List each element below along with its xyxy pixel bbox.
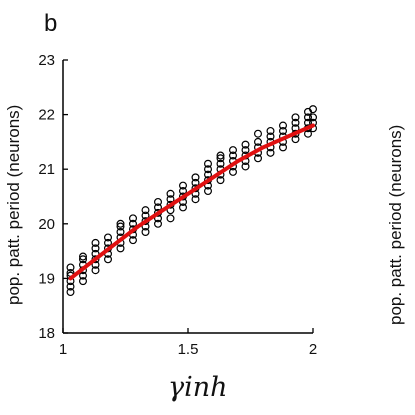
data-point (229, 167, 238, 176)
data-point (191, 178, 200, 187)
data-point (179, 203, 188, 212)
data-point (216, 176, 225, 185)
data-point (216, 159, 225, 168)
data-point (179, 187, 188, 196)
data-point (179, 181, 188, 190)
data-point (241, 146, 250, 155)
data-point (254, 154, 263, 163)
data-point (266, 132, 275, 141)
data-point (78, 277, 87, 286)
panel-label: b (44, 10, 58, 37)
data-point (91, 266, 100, 275)
data-point (129, 236, 138, 245)
data-point (241, 140, 250, 149)
y-tick-label: 19 (38, 270, 55, 287)
data-point (141, 227, 150, 236)
data-point (166, 195, 175, 204)
y-tick-label: 21 (38, 161, 55, 178)
data-point (229, 151, 238, 160)
data-point (241, 162, 250, 171)
data-point (279, 121, 288, 130)
data-point (254, 137, 263, 146)
data-point (304, 129, 313, 138)
data-point (266, 126, 275, 135)
data-point (204, 170, 213, 179)
data-point (191, 195, 200, 204)
data-point (291, 118, 300, 127)
data-point (229, 146, 238, 155)
y-tick-label: 20 (38, 216, 55, 233)
data-point (309, 113, 318, 122)
data-point (204, 165, 213, 174)
x-axis-label: γinh (168, 372, 228, 403)
x-tick-label: 1 (59, 341, 67, 358)
data-point (141, 211, 150, 220)
data-point (66, 288, 75, 297)
data-point (66, 263, 75, 272)
data-point (116, 222, 125, 231)
data-point (279, 126, 288, 135)
data-point (103, 233, 112, 242)
data-point (204, 187, 213, 196)
data-point (291, 135, 300, 144)
data-point (166, 189, 175, 198)
y-tick-label: 18 (38, 325, 55, 342)
data-point (116, 219, 125, 228)
data-point (291, 113, 300, 122)
data-point (154, 197, 163, 206)
data-point (66, 282, 75, 291)
fit-line (68, 123, 315, 281)
data-point (266, 148, 275, 157)
data-point (78, 255, 87, 264)
data-point (129, 219, 138, 228)
data-point (91, 244, 100, 253)
x-axis-label-text: γinh (168, 372, 228, 403)
data-point (309, 105, 318, 114)
data-point (116, 227, 125, 236)
data-point (129, 214, 138, 223)
data-point (254, 129, 263, 138)
data-point (216, 154, 225, 163)
y-tick-label: 23 (38, 52, 55, 69)
data-point (78, 252, 87, 261)
data-point (91, 238, 100, 247)
data-point (204, 159, 213, 168)
data-point (154, 203, 163, 212)
data-point (141, 206, 150, 215)
data-point (78, 271, 87, 280)
data-point (154, 219, 163, 228)
x-tick-label: 2 (309, 341, 317, 358)
data-point (304, 113, 313, 122)
x-tick-label: 1.5 (178, 341, 199, 358)
data-point (279, 143, 288, 152)
data-point (191, 173, 200, 182)
data-point (116, 244, 125, 253)
data-point (216, 151, 225, 160)
data-point (166, 214, 175, 223)
y-tick-label: 22 (38, 107, 55, 124)
data-point (103, 255, 112, 264)
data-point (103, 238, 112, 247)
